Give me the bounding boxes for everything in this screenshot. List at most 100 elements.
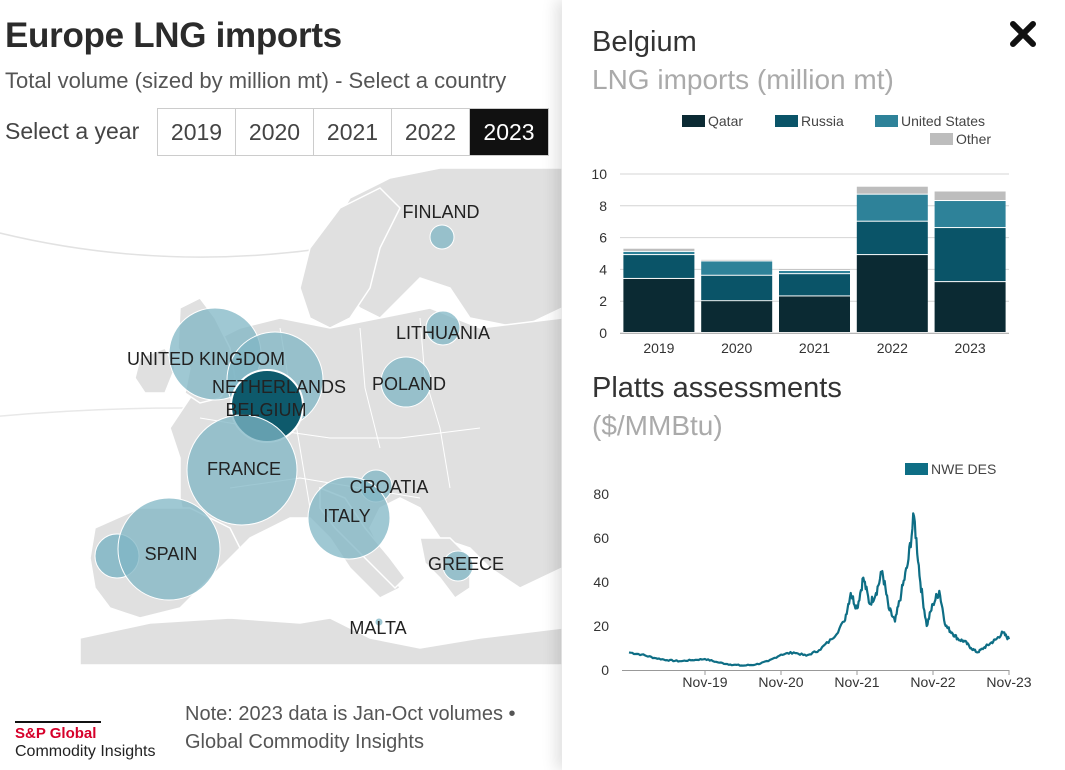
- note-line2: Global Commodity Insights: [185, 731, 424, 753]
- bar-y-tick: 6: [599, 230, 607, 246]
- country-label-united-kingdom[interactable]: UNITED KINGDOM: [127, 349, 285, 369]
- bar-x-tick: 2021: [799, 340, 830, 356]
- line-y-tick: 80: [593, 486, 609, 502]
- country-detail-panel: Belgium LNG imports (million mt) Platts …: [562, 0, 1065, 770]
- bar-y-tick: 8: [599, 198, 607, 214]
- country-label-france[interactable]: FRANCE: [207, 459, 281, 479]
- bar-qatar-2020[interactable]: [701, 301, 773, 332]
- note-line1: Note: 2023 data is Jan-Oct volumes •: [185, 703, 516, 725]
- legend-swatch-russia: [775, 115, 798, 127]
- line-x-tick: Nov-22: [910, 674, 955, 690]
- legend-swatch-qatar: [682, 115, 705, 127]
- close-button[interactable]: [1007, 18, 1039, 50]
- charts-svg: 0 2 4 6 8 10 2019 2020 2021 2022 2023 Qatar Russia Un…: [591, 113, 1031, 690]
- country-label-netherlands[interactable]: NETHERLANDS: [212, 377, 346, 397]
- country-label-italy[interactable]: ITALY: [323, 506, 370, 526]
- line-x-tick: Nov-21: [834, 674, 879, 690]
- bar-y-tick: 4: [599, 261, 607, 277]
- imports-subtitle: LNG imports (million mt): [592, 64, 894, 95]
- label-layer: FINLAND LITHUANIA UNITED KINGDOM NETHERLAND…: [127, 202, 504, 638]
- bubble-poland[interactable]: [380, 356, 432, 408]
- map-svg: FINLAND LITHUANIA UNITED KINGDOM NETHERLAND…: [0, 168, 562, 665]
- page-title: Europe LNG imports: [5, 16, 342, 55]
- bar-other-2019[interactable]: [623, 248, 695, 251]
- year-label: Select a year: [5, 118, 140, 144]
- line-y-tick: 20: [593, 618, 609, 634]
- legend-label-united-states: United States: [901, 113, 985, 129]
- bar-other-2023[interactable]: [934, 191, 1006, 201]
- sp-global-logo: S&P Global Commodity Insights: [15, 721, 156, 761]
- bar-qatar-2022[interactable]: [856, 255, 928, 332]
- country-label-poland[interactable]: POLAND: [372, 374, 446, 394]
- line-x-tick: Nov-19: [682, 674, 727, 690]
- bar-other-2022[interactable]: [856, 186, 928, 194]
- bar-russia-2022[interactable]: [856, 221, 928, 255]
- bar-russia-2020[interactable]: [701, 275, 773, 301]
- legend-swatch-united-states: [875, 115, 898, 127]
- europe-map: FINLAND LITHUANIA UNITED KINGDOM NETHERLAND…: [0, 168, 562, 665]
- legend-label-other: Other: [956, 131, 991, 147]
- bar-y-tick: 10: [591, 166, 607, 182]
- legend-label-nwe-des: NWE DES: [931, 461, 996, 477]
- platts-subtitle: ($/MMBtu): [592, 410, 723, 441]
- bar-other-2021[interactable]: [779, 269, 850, 270]
- bubble-layer: [94, 224, 474, 627]
- year-button-2022[interactable]: 2022: [392, 109, 470, 155]
- bar-united-states-2022[interactable]: [856, 194, 928, 221]
- year-button-2020[interactable]: 2020: [236, 109, 314, 155]
- country-label-finland[interactable]: FINLAND: [402, 202, 479, 222]
- bar-y-tick: 2: [599, 293, 607, 309]
- line-y-tick: 60: [593, 530, 609, 546]
- bar-russia-2023[interactable]: [934, 228, 1006, 282]
- line-x-tick: Nov-20: [758, 674, 803, 690]
- country-label-lithuania[interactable]: LITHUANIA: [396, 323, 490, 343]
- bar-united-states-2020[interactable]: [701, 261, 773, 275]
- bubble-lithuania[interactable]: [425, 310, 461, 346]
- year-button-2021[interactable]: 2021: [314, 109, 392, 155]
- bar-other-2020[interactable]: [701, 259, 773, 261]
- note-text: Note: 2023 data is Jan-Oct volumes • Glo…: [185, 700, 565, 756]
- bar-russia-2021[interactable]: [779, 274, 850, 296]
- year-button-2019[interactable]: 2019: [158, 109, 236, 155]
- line-series-nwe-des[interactable]: [628, 512, 1011, 667]
- bubble-italy[interactable]: [307, 476, 391, 560]
- country-label-spain[interactable]: SPAIN: [145, 544, 198, 564]
- bar-x-tick: 2023: [955, 340, 986, 356]
- year-selector: 2019 2020 2021 2022 2023: [157, 108, 549, 156]
- bar-united-states-2019[interactable]: [623, 251, 695, 255]
- bar-x-tick: 2019: [643, 340, 674, 356]
- bubble-spain[interactable]: [117, 497, 221, 601]
- bar-russia-2019[interactable]: [623, 255, 695, 278]
- bubble-france[interactable]: [186, 414, 298, 526]
- bar-qatar-2021[interactable]: [779, 296, 850, 332]
- legend-label-russia: Russia: [801, 113, 844, 129]
- bar-qatar-2019[interactable]: [623, 278, 695, 332]
- country-name: Belgium: [592, 26, 697, 58]
- line-x-tick: Nov-23: [986, 674, 1031, 690]
- bar-united-states-2021[interactable]: [779, 270, 850, 274]
- line-y-tick: 40: [593, 574, 609, 590]
- legend-swatch-nwe-des: [905, 463, 928, 475]
- bubble-finland[interactable]: [429, 224, 455, 250]
- legend-swatch-other: [930, 133, 953, 145]
- platts-line-chart: 0 20 40 60 80 Nov-19 Nov-20 Nov-21 Nov-22 Nov-23 N…: [593, 461, 1031, 690]
- page-subtitle: Total volume (sized by million mt) - Sel…: [5, 68, 507, 93]
- bubble-greece[interactable]: [442, 550, 474, 582]
- platts-title: Platts assessments: [592, 372, 842, 404]
- country-label-croatia[interactable]: CROATIA: [350, 477, 429, 497]
- bar-x-tick: 2020: [721, 340, 752, 356]
- bar-qatar-2023[interactable]: [934, 282, 1006, 332]
- year-button-2023[interactable]: 2023: [470, 109, 548, 155]
- logo-sub: Commodity Insights: [15, 743, 156, 760]
- legend-label-qatar: Qatar: [708, 113, 743, 129]
- country-label-belgium[interactable]: BELGIUM: [225, 400, 306, 420]
- logo-brand: S&P Global: [15, 725, 97, 742]
- imports-bar-chart: 0 2 4 6 8 10 2019 2020 2021 2022 2023 Qatar Russia Un…: [591, 113, 1009, 356]
- country-label-greece[interactable]: GREECE: [428, 554, 504, 574]
- bar-x-tick: 2022: [877, 340, 908, 356]
- bar-united-states-2023[interactable]: [934, 201, 1006, 228]
- close-icon: [1010, 21, 1036, 47]
- country-label-malta[interactable]: MALTA: [349, 618, 406, 638]
- bubble-malta[interactable]: [374, 617, 384, 627]
- line-y-tick: 0: [601, 662, 609, 678]
